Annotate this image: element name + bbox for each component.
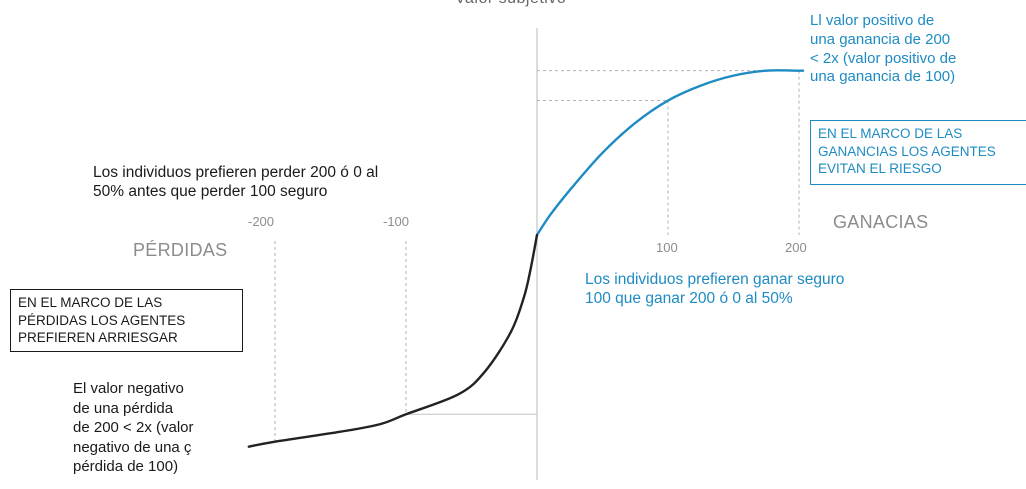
y-axis-label: Valor subjetivo	[455, 0, 566, 8]
gain-frame-box: EN EL MARCO DE LAS GANANCIAS LOS AGENTES…	[810, 120, 1026, 185]
tick-label-neg-100: -100	[383, 214, 410, 229]
gain-curve	[535, 69, 805, 237]
loss-value-annotation: El valor negativo de una pérdida de 200 …	[73, 380, 194, 475]
gain-preference-annotation: Los individuos prefieren ganar seguro 10…	[585, 271, 845, 308]
tick-label-100: 100	[656, 240, 678, 255]
gain-value-annotation: Ll valor positivo de una ganancia de 200…	[810, 12, 957, 86]
tick-label-200: 200	[785, 240, 807, 255]
tick-label-neg-200: -200	[248, 214, 275, 229]
gains-axis-label: GANACIAS	[833, 212, 929, 232]
losses-axis-label: PÉRDIDAS	[133, 240, 228, 260]
loss-frame-box: EN EL MARCO DE LAS PÉRDIDAS LOS AGENTES …	[10, 289, 243, 352]
loss-preference-annotation: Los individuos prefieren perder 200 ó 0 …	[93, 164, 379, 201]
loss-curve	[247, 233, 539, 448]
